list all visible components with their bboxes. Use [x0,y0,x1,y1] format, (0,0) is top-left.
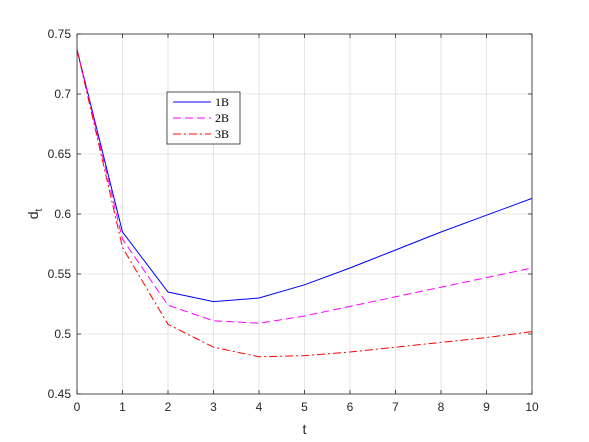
x-tick-label: 9 [483,400,490,414]
series-line-2b [76,49,533,324]
axis-ticks: 0 1 2 3 4 5 6 7 8 9 10 0.45 0.5 0.55 0.6 0.65 0.7 0.75 [48,27,539,414]
x-tick-label: 3 [210,400,217,414]
y-axis-label-sub: t [34,208,45,211]
series-line-1b [76,49,533,303]
y-tick-label: 0.75 [48,27,72,41]
svg-text:dt: dt [25,208,45,219]
y-tick-label: 0.5 [54,327,71,341]
y-axis-label-main: d [25,211,41,219]
y-tick-label: 0.7 [54,87,71,101]
legend: 1B 2B 3B [166,91,241,145]
y-tick-label: 0.55 [48,267,72,281]
y-tick-label: 0.45 [48,387,72,401]
series-line-3b [76,49,533,358]
x-tick-label: 6 [347,400,354,414]
y-tick-label: 0.65 [48,147,72,161]
y-tick-label: 0.6 [54,207,71,221]
series-lines [76,49,533,358]
x-tick-label: 7 [392,400,399,414]
x-tick-label: 8 [438,400,445,414]
x-tick-label: 5 [301,400,308,414]
x-tick-label: 10 [525,400,539,414]
x-tick-label: 0 [74,400,81,414]
x-axis-label: t [303,421,307,437]
legend-label: 3B [215,127,229,141]
x-tick-label: 4 [256,400,263,414]
x-tick-label: 1 [119,400,126,414]
y-axis-label: dt [25,208,45,219]
legend-label: 2B [215,111,229,125]
x-tick-label: 2 [165,400,172,414]
legend-label: 1B [215,95,229,109]
